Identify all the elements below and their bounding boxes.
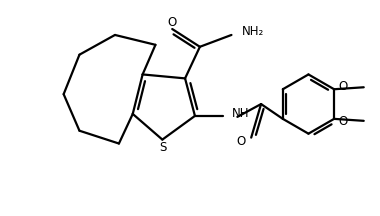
Text: S: S [160, 141, 167, 154]
Text: O: O [338, 80, 348, 93]
Text: NH₂: NH₂ [242, 25, 264, 38]
Text: O: O [338, 115, 348, 128]
Text: NH: NH [231, 107, 249, 121]
Text: O: O [168, 16, 177, 29]
Text: O: O [237, 135, 246, 148]
